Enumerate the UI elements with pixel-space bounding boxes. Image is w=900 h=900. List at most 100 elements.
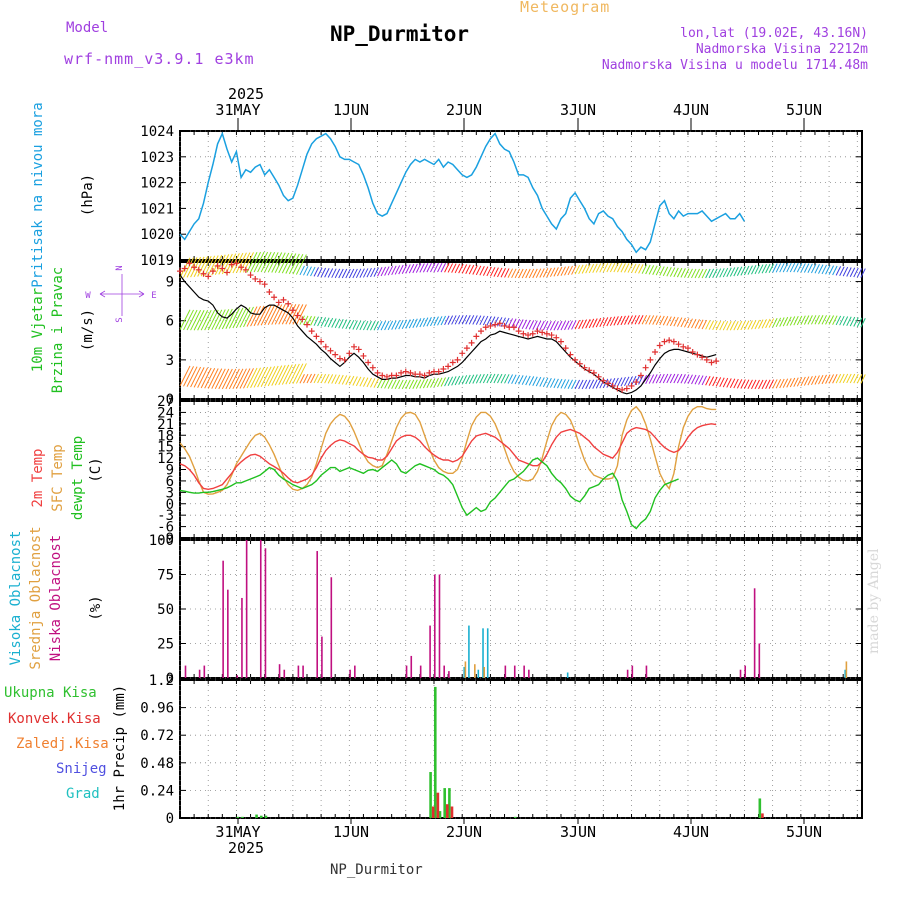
wind-barb <box>246 367 258 389</box>
wind-barb <box>207 368 219 389</box>
wind-barb <box>821 264 827 275</box>
wind-barb <box>183 257 194 278</box>
wind-barb <box>334 318 341 329</box>
date-label-bottom: 4JUN <box>673 823 709 841</box>
wind-barb <box>345 268 351 279</box>
wind-barb <box>497 267 503 278</box>
cloud-bar <box>845 661 848 678</box>
wind-barb <box>736 320 743 331</box>
cloud-bar <box>302 665 304 678</box>
wind-barb <box>433 262 439 273</box>
cloud-series-1 <box>463 625 846 678</box>
wind-barb <box>793 315 799 326</box>
wind-barb <box>641 264 648 274</box>
precip-bar <box>443 788 446 818</box>
wind-barb <box>592 263 598 273</box>
wind-barb <box>666 266 672 277</box>
cloud-bar <box>523 665 525 678</box>
wind-barb <box>214 309 226 330</box>
wind-barb <box>814 264 820 274</box>
wind-barb <box>324 268 330 278</box>
wind-barb <box>719 377 725 387</box>
model-elevation-label: Nadmorska Visina u modelu 1714.48m <box>601 58 868 73</box>
wind-barb <box>373 378 379 388</box>
wind-barb <box>384 266 390 276</box>
cloud-bar <box>443 665 445 678</box>
gust-marker <box>525 332 532 339</box>
gust-marker <box>656 342 663 349</box>
gust-marker <box>614 385 621 392</box>
wind-barb <box>680 374 686 384</box>
gust-marker <box>318 338 325 345</box>
wind-barb <box>581 319 588 329</box>
wind-barb <box>303 266 309 276</box>
wind-barb <box>574 379 581 390</box>
wind-barb <box>295 304 307 325</box>
precip-bar <box>445 804 449 818</box>
ytick-label: 18 <box>157 428 174 444</box>
wind-barb <box>747 379 753 390</box>
wind-barb <box>641 315 648 325</box>
ytick-label: 0.72 <box>140 728 174 744</box>
cloud-bar <box>264 548 267 678</box>
year-label-top: 2025 <box>228 85 264 103</box>
wind-barb <box>253 367 265 388</box>
gust-marker <box>520 330 527 337</box>
wind-barb <box>683 318 690 328</box>
wind-barb <box>578 319 584 330</box>
wind-barb <box>489 373 496 384</box>
ytick-label: 15 <box>157 440 174 456</box>
wind-barb <box>842 373 849 384</box>
cloud-bar <box>321 636 323 678</box>
wind-barb <box>592 379 598 389</box>
wind-barb <box>616 315 623 326</box>
wind-barb <box>532 268 538 279</box>
cloud-bar <box>330 577 333 678</box>
ytick-label: 6 <box>166 314 174 330</box>
gust-marker <box>383 373 390 380</box>
ytick-label: 9 <box>166 275 174 291</box>
wind-barb <box>324 317 330 327</box>
wind-barb <box>525 375 531 386</box>
wind-barb <box>458 315 464 325</box>
gust-marker <box>628 382 635 389</box>
wind-barb <box>500 373 506 384</box>
wind-barb <box>299 265 305 276</box>
precip-bar <box>429 772 432 818</box>
cloud-bar <box>316 551 318 678</box>
precip-unit: 1hr Precip (mm) <box>112 685 128 811</box>
wind-barb <box>341 268 348 279</box>
precip-legend-1: Ukupna Kisa <box>4 685 97 701</box>
cloud-bar <box>203 665 206 678</box>
wind-barb <box>694 375 700 385</box>
wind-barb <box>204 309 216 331</box>
gust-marker <box>393 372 400 379</box>
wind-barb <box>754 379 760 390</box>
ytick-label: 21 <box>157 417 174 433</box>
wind-barb <box>218 368 230 390</box>
wind-barb <box>186 366 198 387</box>
wind-barb <box>218 309 230 330</box>
wind-barb <box>849 373 856 384</box>
wind-barb <box>564 379 570 389</box>
wind-barb <box>708 376 715 386</box>
gust-marker <box>209 268 216 275</box>
gust-marker <box>515 328 522 335</box>
wind-barb <box>779 317 785 327</box>
date-label-bottom: 3JUN <box>560 823 596 841</box>
gust-marker <box>487 322 494 329</box>
wind-barb <box>514 374 521 385</box>
wind-barb <box>803 263 810 273</box>
gust-marker <box>454 356 461 363</box>
wind-barb <box>796 377 803 387</box>
lonlat-label: lon,lat (19.02E, 43.16N) <box>680 26 868 41</box>
wind-barb <box>624 315 630 325</box>
wind-barb <box>807 375 813 386</box>
gust-marker <box>407 369 414 376</box>
wind-barb <box>691 268 697 279</box>
cloud-bar <box>259 540 262 678</box>
wind-barb <box>542 320 549 331</box>
wind-barb <box>295 363 307 384</box>
gust-marker <box>468 339 475 346</box>
wind-barb <box>366 320 372 331</box>
